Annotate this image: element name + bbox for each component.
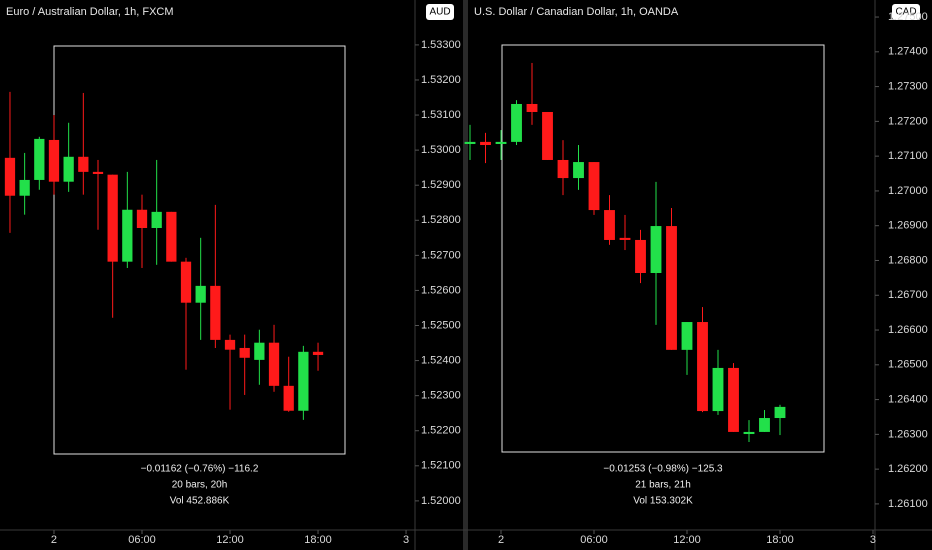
- x-tick-label: 18:00: [304, 534, 332, 546]
- candle-body: [743, 431, 755, 435]
- candle-body: [604, 210, 615, 240]
- y-tick-label: 1.26200: [888, 463, 928, 475]
- currency-badge: [426, 4, 454, 20]
- candle-body: [63, 156, 74, 182]
- y-tick-label: 1.26800: [888, 254, 928, 266]
- x-tick-label: 3: [870, 534, 876, 546]
- candle-body: [254, 342, 265, 360]
- measure-box: [501, 44, 825, 453]
- y-tick-label: 1.26400: [888, 393, 928, 405]
- candle-body: [697, 322, 708, 412]
- x-tick-label: 12:00: [216, 534, 244, 546]
- candle-body: [166, 211, 177, 262]
- candle-body: [650, 226, 662, 273]
- y-tick-label: 1.52100: [421, 460, 461, 472]
- chart-title: U.S. Dollar / Canadian Dollar, 1h, OANDA: [474, 6, 679, 18]
- x-tick-label: 06:00: [580, 534, 608, 546]
- candle-body: [681, 322, 693, 350]
- candle-body: [34, 138, 45, 180]
- x-tick-label: 2: [51, 534, 57, 546]
- candle-body: [526, 103, 538, 112]
- y-tick-label: 1.27300: [888, 81, 928, 93]
- y-tick-label: 1.53000: [421, 144, 461, 156]
- y-tick-label: 1.26300: [888, 428, 928, 440]
- y-tick-label: 1.27200: [888, 115, 928, 127]
- candle-body: [759, 418, 770, 432]
- y-tick-label: 1.52400: [421, 354, 461, 366]
- measure-label: Vol 452.886K: [170, 496, 230, 507]
- currency-badge: [892, 4, 920, 20]
- y-tick-label: 1.52500: [421, 319, 461, 331]
- candle-body: [92, 171, 104, 174]
- y-tick-label: 1.52600: [421, 284, 461, 296]
- candle-body: [480, 141, 491, 146]
- y-tick-label: 1.52800: [421, 214, 461, 226]
- candle-body: [239, 347, 250, 358]
- currency-label: AUD: [429, 7, 450, 18]
- measure-label: −0.01162 (−0.76%) −116.2: [141, 464, 259, 475]
- measure-label: Vol 153.302K: [633, 496, 693, 507]
- candle-body: [210, 285, 221, 340]
- candle-body: [268, 342, 280, 386]
- candle-body: [122, 209, 133, 262]
- x-tick-label: 3: [403, 534, 409, 546]
- currency-label: CAD: [895, 7, 916, 18]
- x-tick-label: 12:00: [673, 534, 701, 546]
- candle-body: [728, 367, 739, 432]
- y-tick-label: 1.52900: [421, 179, 461, 191]
- candle-body: [19, 179, 30, 196]
- x-tick-label: 2: [498, 534, 504, 546]
- x-tick-label: 06:00: [128, 534, 156, 546]
- candle-body: [588, 162, 600, 211]
- y-tick-label: 1.52300: [421, 390, 461, 402]
- candle-body: [511, 103, 522, 142]
- y-tick-label: 1.52000: [421, 495, 461, 507]
- y-tick-label: 1.26500: [888, 359, 928, 371]
- y-tick-label: 1.52700: [421, 249, 461, 261]
- candle-body: [78, 156, 89, 172]
- measure-label: −0.01253 (−0.98%) −125.3: [603, 464, 723, 475]
- y-tick-label: 1.27400: [888, 46, 928, 58]
- pane-separator: [463, 0, 468, 550]
- y-tick-label: 1.27500: [888, 11, 928, 23]
- candle-body: [495, 141, 507, 144]
- candle-body: [635, 239, 646, 273]
- y-tick-label: 1.26700: [888, 289, 928, 301]
- measure-box: [53, 45, 346, 455]
- candle-body: [180, 261, 192, 303]
- candle-body: [666, 226, 677, 350]
- y-tick-label: 1.53200: [421, 74, 461, 86]
- candle-body: [573, 162, 584, 179]
- candle-body: [464, 141, 476, 144]
- candle-body: [542, 111, 553, 160]
- y-tick-label: 1.26100: [888, 498, 928, 510]
- y-tick-label: 1.26900: [888, 220, 928, 232]
- candle-body: [48, 139, 60, 182]
- y-tick-label: 1.53100: [421, 109, 461, 121]
- y-tick-label: 1.53300: [421, 39, 461, 51]
- measure-label: 20 bars, 20h: [172, 480, 228, 491]
- candle-body: [298, 351, 309, 411]
- candle-body: [712, 367, 724, 412]
- candle-body: [557, 159, 569, 179]
- candle-body: [107, 174, 118, 262]
- candle-body: [4, 157, 16, 196]
- candle-body: [312, 351, 324, 355]
- y-tick-label: 1.52200: [421, 425, 461, 437]
- y-tick-label: 1.26600: [888, 324, 928, 336]
- candle-body: [195, 285, 206, 303]
- chart-title: Euro / Australian Dollar, 1h, FXCM: [6, 6, 174, 18]
- candle-body: [774, 406, 786, 419]
- candle-body: [283, 385, 294, 411]
- candle-body: [136, 209, 148, 228]
- candle-body: [619, 237, 631, 240]
- candle-body: [224, 339, 236, 350]
- y-tick-label: 1.27100: [888, 150, 928, 162]
- candle-body: [151, 211, 162, 228]
- measure-label: 21 bars, 21h: [635, 480, 691, 491]
- y-tick-label: 1.27000: [888, 185, 928, 197]
- x-tick-label: 18:00: [766, 534, 794, 546]
